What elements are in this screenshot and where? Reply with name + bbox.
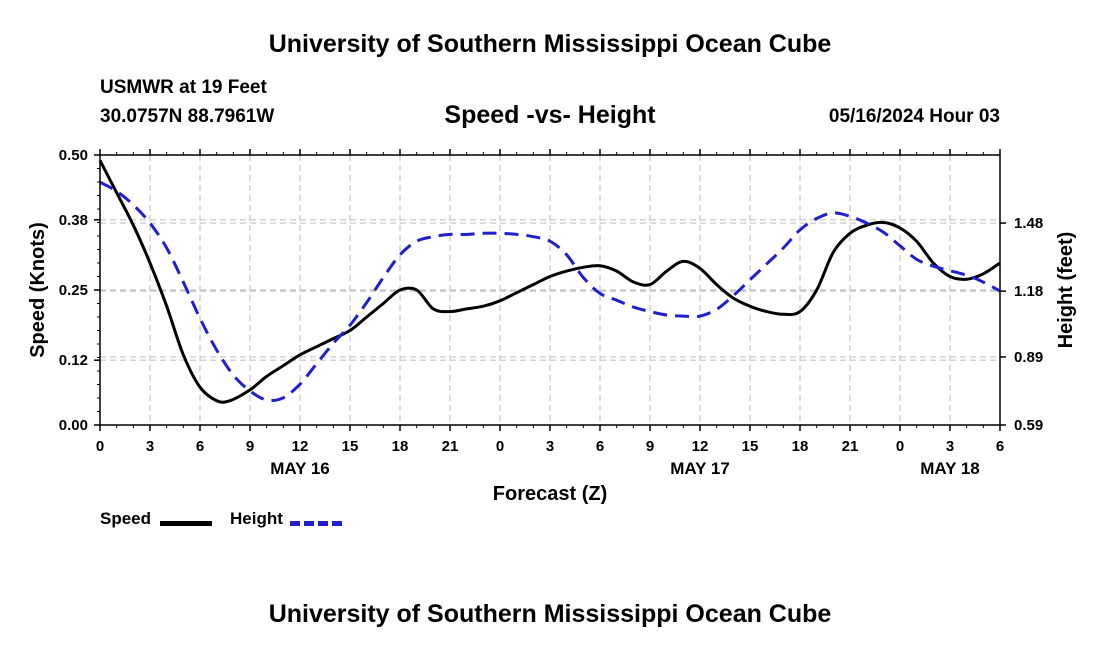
y-tick-label: 0.25: [59, 282, 88, 299]
forecast-datetime: 05/16/2024 Hour 03: [828, 106, 1000, 127]
legend-item-speed: Speed: [100, 509, 212, 529]
x-tick-label: 6: [596, 438, 604, 455]
chart-title: Speed -vs- Height: [444, 101, 656, 129]
x-tick-label: 21: [842, 438, 859, 455]
x-tick-label: 18: [392, 438, 409, 455]
speed-series-line: [98, 159, 1001, 404]
x-tick-label: 0: [496, 438, 504, 455]
x-tick-label: 3: [146, 438, 154, 455]
main-title: University of Southern Mississippi Ocean…: [268, 30, 832, 58]
date-label: MAY 16: [270, 459, 330, 478]
speed-height-chart: 0 3 6 9 12 15 18 21 0 3 6 9 12 15 18 21 0 3 6 MAY 16 MAY 17 M…: [27, 147, 1077, 505]
x-tick-label: 0: [896, 438, 904, 455]
legend-label-height: Height: [230, 509, 283, 528]
height-series-line: [99, 180, 1001, 403]
legend-label-speed: Speed: [100, 509, 152, 528]
x-tick-label: 9: [246, 438, 254, 455]
x-tick-label: 18: [792, 438, 809, 455]
date-label: MAY 18: [920, 459, 980, 478]
x-tick-label: 9: [646, 438, 654, 455]
x-tick-label: 0: [96, 438, 104, 455]
legend-swatch-speed: [160, 521, 212, 526]
y-tick-label: 0.12: [59, 352, 88, 369]
x-axis-label: Forecast (Z): [493, 483, 607, 505]
y2-tick-label: 1.48: [1014, 215, 1043, 232]
footer-title: University of Southern Mississippi Ocean…: [268, 600, 832, 628]
legend-swatch-height: [290, 521, 342, 526]
x-tick-label: 6: [196, 438, 204, 455]
x-tick-label: 12: [292, 438, 309, 455]
axes: 0 3 6 9 12 15 18 21 0 3 6 9 12 15 18 21 0 3 6 MAY 16 MAY 17 M…: [59, 147, 1043, 478]
y-axis-label: Speed (Knots): [27, 222, 49, 358]
x-tick-label: 15: [342, 438, 359, 455]
x-tick-label: 3: [946, 438, 954, 455]
grid: [100, 155, 1000, 426]
x-tick-label: 12: [692, 438, 709, 455]
y2-axis-label: Height (feet): [1055, 232, 1077, 349]
station-label: USMWR at 19 Feet: [100, 77, 267, 98]
y-tick-label: 0.38: [59, 212, 88, 229]
x-tick-label: 6: [996, 438, 1004, 455]
date-label: MAY 17: [670, 459, 730, 478]
y-tick-label: 0.00: [59, 417, 88, 434]
x-tick-label: 21: [442, 438, 459, 455]
y-tick-label: 0.50: [59, 147, 88, 164]
x-tick-label: 3: [546, 438, 554, 455]
station-coordinates: 30.0757N 88.7961W: [100, 106, 275, 127]
legend-item-height: Height: [230, 509, 342, 529]
y2-tick-label: 1.18: [1014, 283, 1043, 300]
y2-tick-label: 0.89: [1014, 349, 1043, 366]
y2-tick-label: 0.59: [1014, 417, 1043, 434]
series-layer: [98, 159, 1001, 404]
x-tick-label: 15: [742, 438, 759, 455]
